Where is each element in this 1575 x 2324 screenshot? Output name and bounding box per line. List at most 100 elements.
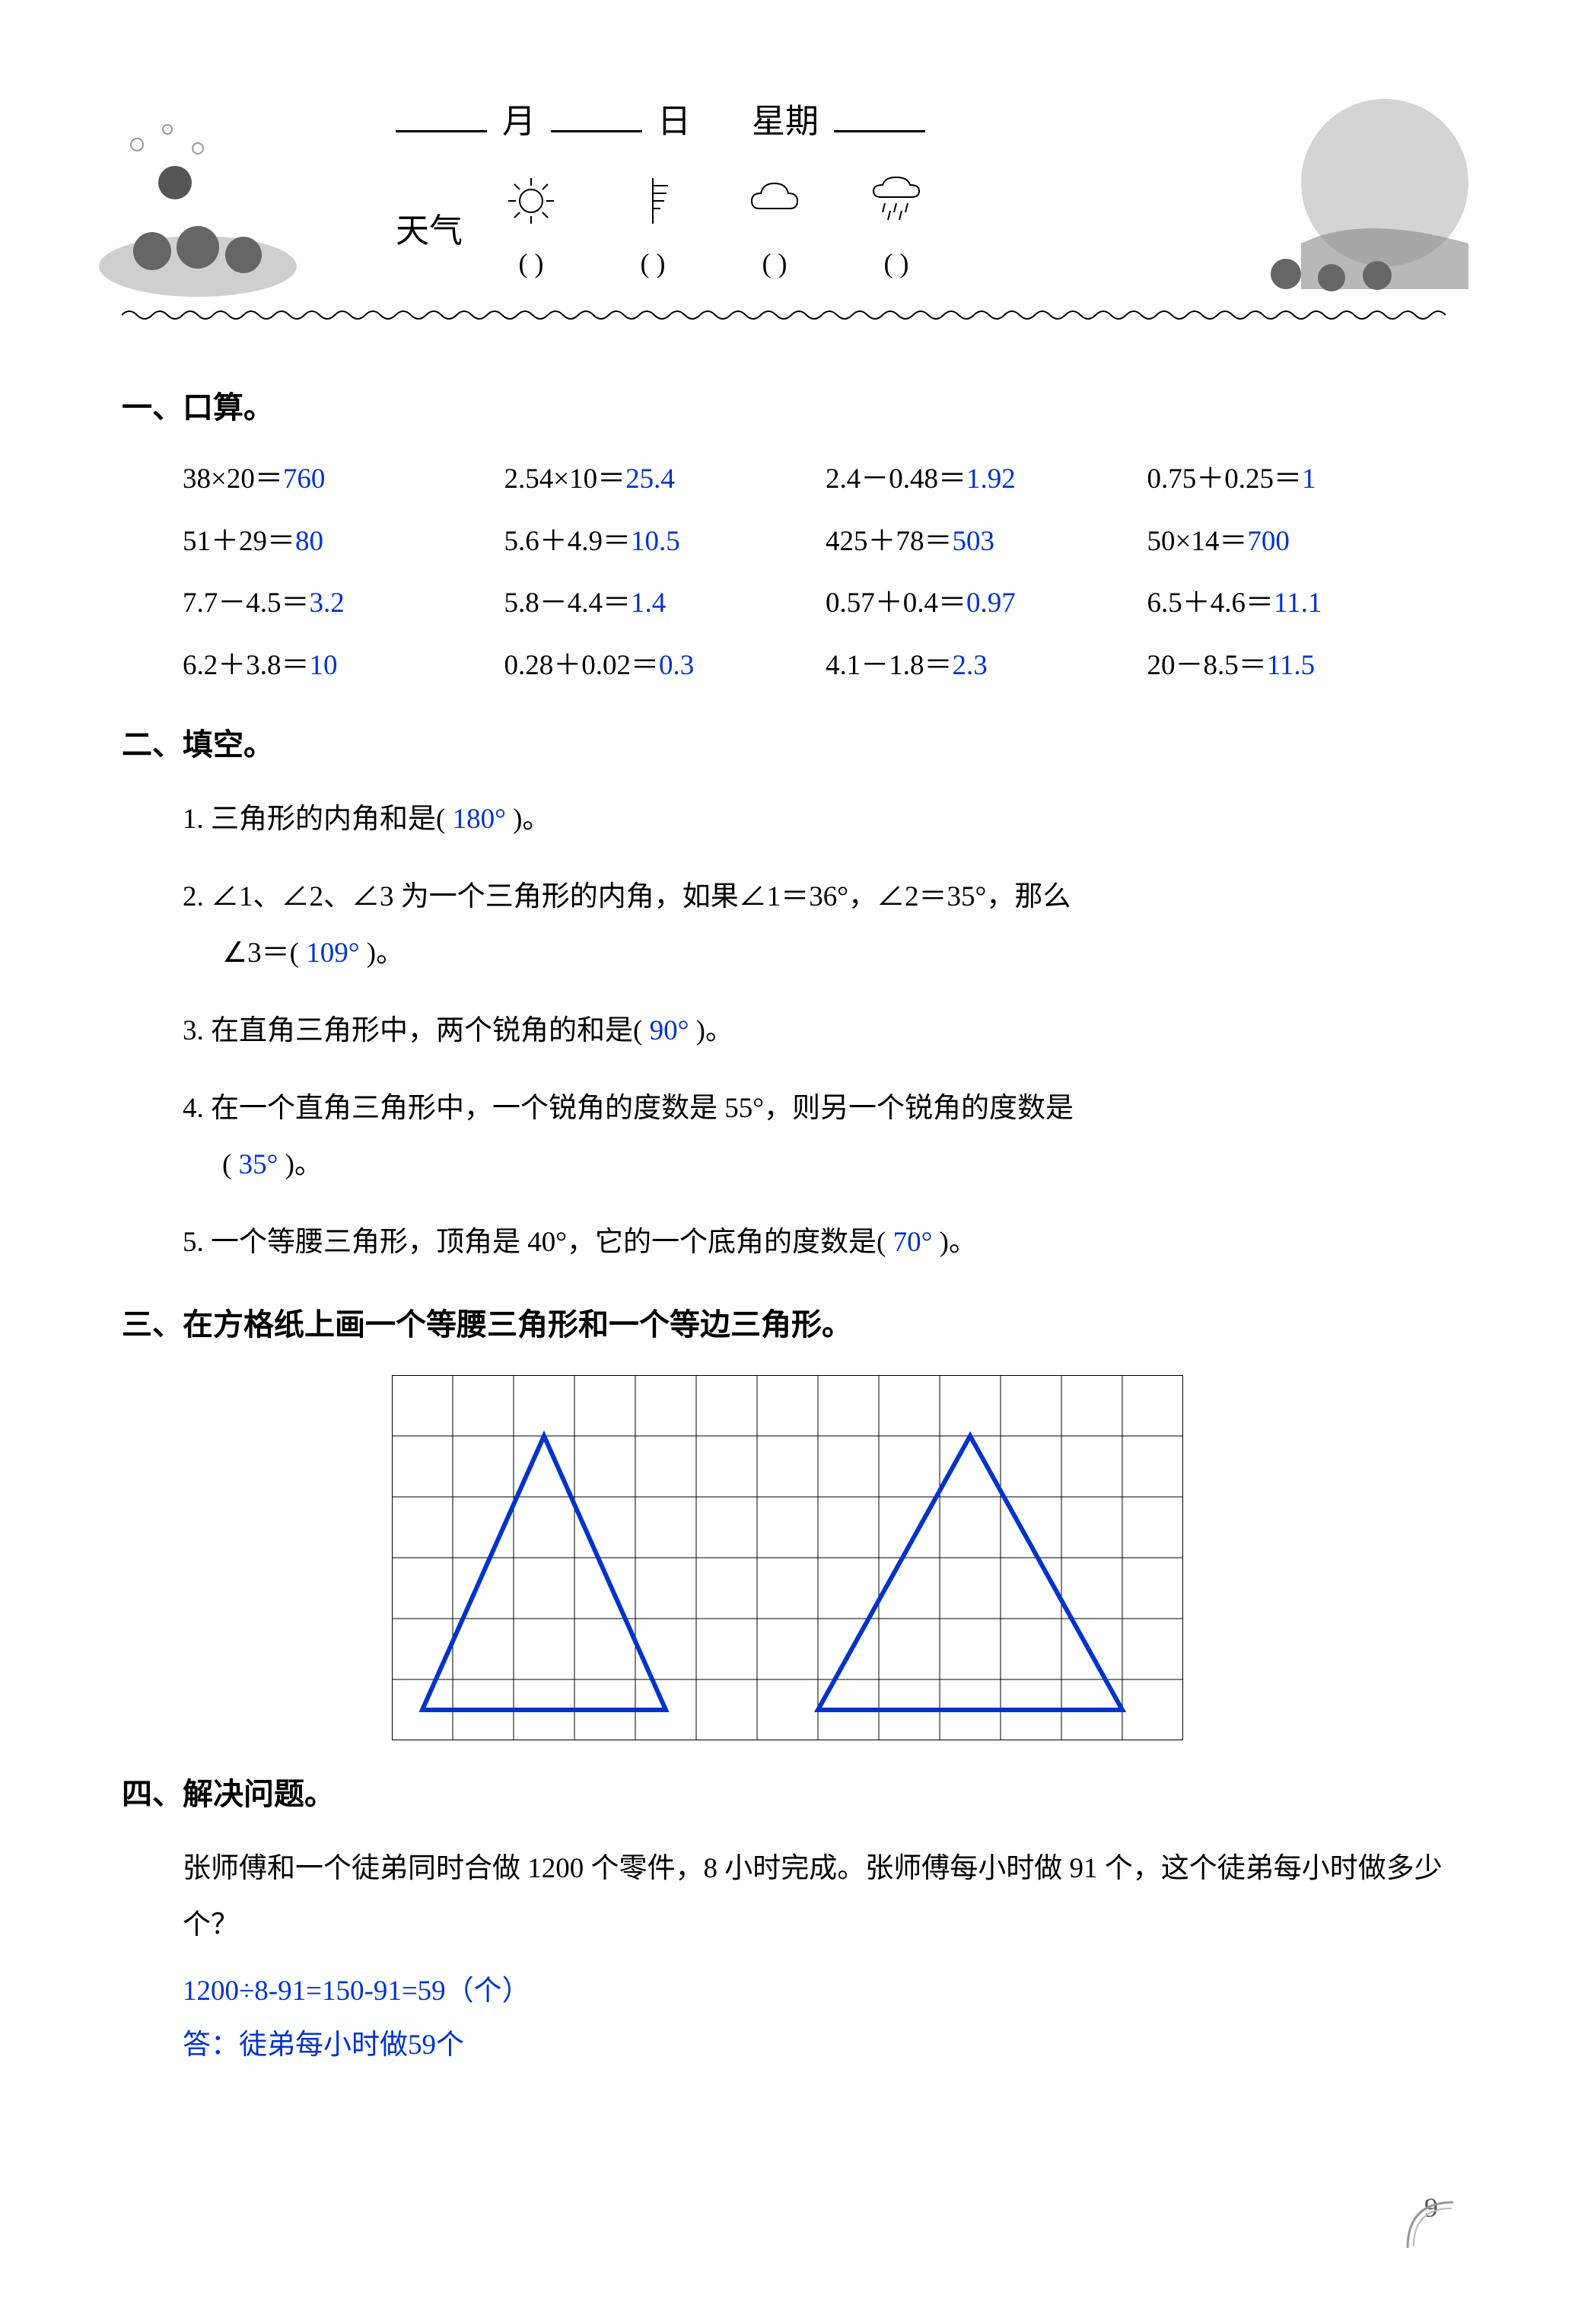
calc-item: 0.28＋0.02＝0.3 bbox=[504, 641, 811, 692]
calc-answer: 2.3 bbox=[953, 650, 988, 681]
cloud-icon bbox=[744, 174, 805, 228]
month-blank[interactable] bbox=[396, 99, 487, 132]
calc-item: 0.75＋0.25＝1 bbox=[1147, 454, 1454, 505]
item-text: 一个等腰三角形，顶角是 40°，它的一个底角的度数是( bbox=[211, 1227, 893, 1258]
section-4: 四、解决问题。 张师傅和一个徒弟同时合做 1200 个零件，8 小时完成。张师傅… bbox=[122, 1767, 1453, 2072]
answer-text: 答：徒弟每小时做59个 bbox=[183, 2019, 1453, 2072]
fill-item: 4. 在一个直角三角形中，一个锐角的度数是 55°，则另一个锐角的度数是 ( 35… bbox=[183, 1081, 1453, 1193]
fill-item: 2. ∠1、∠2、∠3 为一个三角形的内角，如果∠1＝36°，∠2＝35°，那么… bbox=[183, 869, 1453, 982]
calc-answer: 10.5 bbox=[631, 526, 680, 557]
wave-divider bbox=[122, 304, 1453, 326]
item-post: )。 bbox=[360, 938, 405, 969]
item-text: 在一个直角三角形中，一个锐角的度数是 55°，则另一个锐角的度数是 bbox=[211, 1093, 1074, 1124]
item-post: )。 bbox=[932, 1227, 977, 1258]
calc-question: 425＋78＝ bbox=[826, 526, 953, 557]
decoration-left bbox=[91, 107, 304, 304]
calc-question: 5.8－4.4＝ bbox=[504, 587, 632, 619]
item-sub: ( bbox=[222, 1149, 239, 1180]
month-label: 月 bbox=[502, 91, 536, 151]
weather-paren-2[interactable]: ( ) bbox=[641, 239, 666, 288]
item-num: 3. bbox=[183, 1015, 211, 1046]
item-sub: ∠3＝( bbox=[222, 938, 306, 969]
calc-item: 5.6＋4.9＝10.5 bbox=[504, 517, 811, 568]
page-arc-icon bbox=[1400, 2195, 1461, 2256]
calc-answer: 700 bbox=[1247, 526, 1290, 557]
calc-answer: 503 bbox=[953, 526, 995, 557]
fill-answer: 70° bbox=[893, 1227, 933, 1258]
item-num: 2. bbox=[183, 881, 211, 912]
calc-item: 20－8.5＝11.5 bbox=[1147, 641, 1454, 692]
calc-answer: 0.3 bbox=[659, 650, 694, 681]
calc-answer: 1.92 bbox=[966, 463, 1016, 495]
calc-question: 38×20＝ bbox=[183, 463, 283, 495]
calc-answer: 1 bbox=[1302, 463, 1316, 495]
calc-question: 6.5＋4.6＝ bbox=[1147, 587, 1274, 619]
calc-answer: 3.2 bbox=[310, 587, 345, 619]
section-1: 一、口算。 38×20＝760 2.54×10＝25.4 2.4－0.48＝1.92… bbox=[122, 380, 1453, 691]
calc-answer: 1.4 bbox=[631, 587, 666, 619]
weather-paren-3[interactable]: ( ) bbox=[762, 239, 788, 288]
section-4-title: 四、解决问题。 bbox=[122, 1767, 1453, 1822]
fill-item: 5. 一个等腰三角形，顶角是 40°，它的一个底角的度数是( 70° )。 bbox=[183, 1215, 1453, 1271]
calc-question: 4.1－1.8＝ bbox=[826, 650, 953, 681]
section-3: 三、在方格纸上画一个等腰三角形和一个等边三角形。 bbox=[122, 1297, 1453, 1740]
fill-list: 1. 三角形的内角和是( 180° )。2. ∠1、∠2、∠3 为一个三角形的内… bbox=[122, 791, 1453, 1271]
calc-item: 51＋29＝80 bbox=[183, 517, 489, 568]
section-1-title: 一、口算。 bbox=[122, 380, 1453, 435]
calc-answer: 760 bbox=[283, 463, 326, 495]
calc-item: 7.7－4.5＝3.2 bbox=[183, 578, 489, 629]
calc-item: 5.8－4.4＝1.4 bbox=[504, 578, 811, 629]
calc-answer: 10 bbox=[310, 650, 338, 681]
fill-answer: 180° bbox=[453, 804, 506, 835]
calc-item: 2.54×10＝25.4 bbox=[504, 454, 811, 505]
calc-item: 50×14＝700 bbox=[1147, 517, 1454, 568]
calc-answer: 0.97 bbox=[966, 587, 1016, 619]
item-num: 4. bbox=[183, 1093, 211, 1124]
calc-question: 6.2＋3.8＝ bbox=[183, 650, 310, 681]
item-num: 5. bbox=[183, 1227, 211, 1258]
wind-icon bbox=[622, 174, 683, 228]
calc-item: 6.5＋4.6＝11.1 bbox=[1147, 578, 1454, 629]
calc-question: 2.54×10＝ bbox=[504, 463, 626, 495]
rain-icon bbox=[866, 174, 927, 228]
calc-answer: 80 bbox=[295, 526, 323, 557]
calc-question: 20－8.5＝ bbox=[1147, 650, 1267, 681]
calc-question: 2.4－0.48＝ bbox=[826, 463, 966, 495]
problem-text: 张师傅和一个徒弟同时合做 1200 个零件，8 小时完成。张师傅每小时做 91 … bbox=[122, 1841, 1453, 1953]
calc-answer: 11.1 bbox=[1274, 587, 1322, 619]
calc-question: 5.6＋4.9＝ bbox=[504, 526, 632, 557]
calc-item: 4.1－1.8＝2.3 bbox=[826, 641, 1132, 692]
worksheet-header: 月 日 星期 天气 ( ) bbox=[122, 91, 1453, 350]
calc-item: 425＋78＝503 bbox=[826, 517, 1132, 568]
calc-question: 7.7－4.5＝ bbox=[183, 587, 310, 619]
fill-item: 3. 在直角三角形中，两个锐角的和是( 90° )。 bbox=[183, 1003, 1453, 1059]
item-text: ∠1、∠2、∠3 为一个三角形的内角，如果∠1＝36°，∠2＝35°，那么 bbox=[211, 881, 1071, 912]
answer-calc: 1200÷8-91=150-91=59（个） bbox=[183, 1965, 1453, 2018]
calc-answer: 11.5 bbox=[1267, 650, 1315, 681]
item-post: )。 bbox=[689, 1015, 733, 1046]
item-num: 1. bbox=[183, 804, 211, 835]
calc-question: 50×14＝ bbox=[1147, 526, 1248, 557]
fill-answer: 35° bbox=[239, 1149, 278, 1180]
item-text: 在直角三角形中，两个锐角的和是( bbox=[211, 1015, 650, 1046]
calc-answer: 25.4 bbox=[625, 463, 675, 495]
item-post: )。 bbox=[506, 804, 551, 835]
calc-item: 2.4－0.48＝1.92 bbox=[826, 454, 1132, 505]
item-text: 三角形的内角和是( bbox=[211, 804, 453, 835]
triangle-grid bbox=[392, 1375, 1183, 1740]
section-2-title: 二、填空。 bbox=[122, 718, 1453, 772]
sun-icon bbox=[501, 174, 562, 228]
grid-container bbox=[122, 1375, 1453, 1740]
weather-paren-4[interactable]: ( ) bbox=[884, 239, 909, 288]
weekday-blank[interactable] bbox=[834, 99, 925, 132]
calc-item: 0.57＋0.4＝0.97 bbox=[826, 578, 1132, 629]
day-blank[interactable] bbox=[551, 99, 642, 132]
decoration-right bbox=[1240, 91, 1484, 304]
weekday-label: 星期 bbox=[752, 91, 819, 151]
weather-paren-1[interactable]: ( ) bbox=[519, 239, 544, 288]
item-post: )。 bbox=[278, 1149, 323, 1180]
calc-question: 0.28＋0.02＝ bbox=[504, 650, 660, 681]
section-2: 二、填空。 1. 三角形的内角和是( 180° )。2. ∠1、∠2、∠3 为一… bbox=[122, 718, 1453, 1271]
calc-item: 6.2＋3.8＝10 bbox=[183, 641, 489, 692]
calc-item: 38×20＝760 bbox=[183, 454, 489, 505]
